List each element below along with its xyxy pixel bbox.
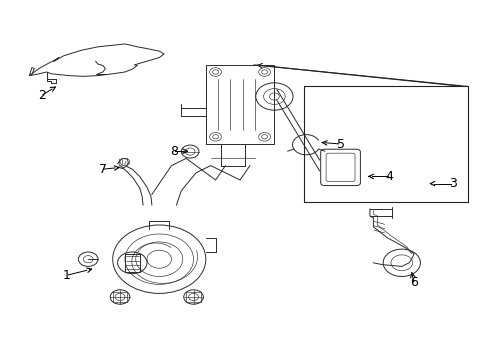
Text: 7: 7 <box>99 163 107 176</box>
Text: 1: 1 <box>62 269 70 282</box>
Text: 3: 3 <box>449 177 457 190</box>
Text: 6: 6 <box>410 276 418 289</box>
Text: 5: 5 <box>337 138 344 150</box>
Text: 2: 2 <box>38 89 46 102</box>
Text: 4: 4 <box>386 170 393 183</box>
Text: 8: 8 <box>170 145 178 158</box>
